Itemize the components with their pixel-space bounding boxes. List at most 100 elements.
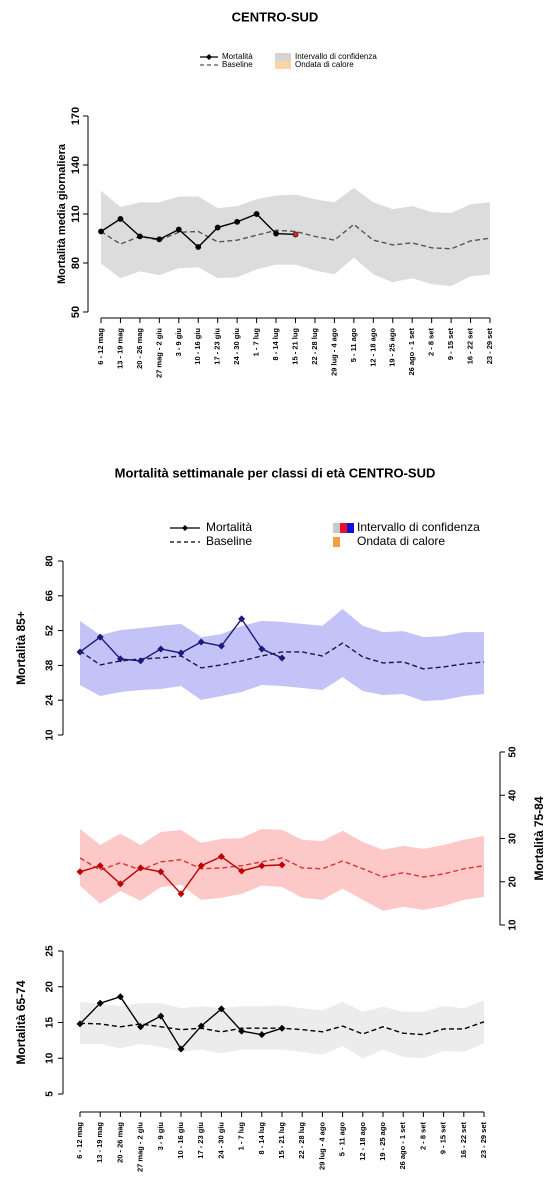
x-tick-label: 12 - 18 ago: [358, 1122, 367, 1161]
legend-label: Baseline: [222, 60, 253, 69]
legend-label: Ondata di calore: [295, 60, 354, 69]
legend-label: Intervallo di confidenza: [295, 52, 377, 61]
mortality-point: [217, 642, 225, 650]
y-tick-label: 24: [45, 694, 56, 706]
y-tick-label: 140: [70, 156, 82, 174]
y-tick-label: 110: [70, 205, 82, 223]
x-tick-label: 1 - 7 lug: [252, 328, 261, 357]
legend-label: Mortalità: [206, 520, 252, 534]
x-tick-label: 19 - 25 ago: [378, 1122, 387, 1161]
legend-swatch: [333, 537, 340, 547]
mortality-point: [238, 615, 246, 623]
mortality-point: [116, 655, 124, 663]
x-tick-label: 29 lug - 4 ago: [329, 328, 338, 376]
mortality-point: [136, 233, 143, 240]
mortality-point: [117, 215, 124, 222]
mortality-point: [258, 862, 266, 870]
x-tick-label: 3 - 9 giu: [156, 1122, 165, 1151]
x-tick-label: 16 - 22 set: [466, 328, 475, 365]
mortality-point: [137, 1023, 145, 1031]
mortality-point: [197, 638, 205, 646]
mortality-point: [214, 224, 221, 231]
y-tick-label: 10: [45, 729, 56, 741]
x-tick-label: 9 - 15 set: [446, 328, 455, 361]
legend-label: Intervallo di confidenza: [357, 520, 480, 534]
x-tick-label: 15 - 21 lug: [290, 328, 299, 365]
x-tick-label: 27 mag - 2 giu: [136, 1122, 145, 1172]
y-tick-label: 30: [508, 833, 519, 845]
mortality-point: [258, 1031, 266, 1039]
mortality-point: [217, 1005, 225, 1013]
mortality-point: [278, 1024, 286, 1032]
y-tick-label: 52: [45, 625, 56, 637]
y-axis-label: Mortalità media giornaliera: [56, 143, 68, 284]
baseline-line: [100, 223, 491, 250]
baseline-line: [79, 642, 485, 670]
x-tick-label: 10 - 16 giu: [176, 1122, 185, 1159]
x-tick-label: 2 - 8 set: [427, 328, 436, 356]
x-tick-label: 13 - 19 mag: [115, 328, 124, 369]
x-tick-label: 26 ago - 1 set: [407, 328, 416, 376]
y-tick-label: 10: [45, 1052, 56, 1064]
x-tick-label: 20 - 26 mag: [135, 328, 144, 369]
y-axis-label: Mortalità 75-84: [532, 796, 546, 880]
mortality-point: [273, 230, 279, 237]
x-tick-label: 22 - 28 lug: [297, 1122, 306, 1159]
mortality-point: [177, 1045, 185, 1053]
mortality-point: [116, 880, 124, 888]
baseline-line: [79, 857, 485, 878]
mortality-point: [157, 645, 165, 653]
chart-title: CENTRO-SUD: [232, 9, 319, 24]
x-tick-label: 1 - 7 lug: [237, 1122, 246, 1151]
mortality-point: [157, 868, 165, 876]
y-tick-label: 50: [508, 746, 519, 758]
x-tick-label: 2 - 8 set: [418, 1122, 427, 1150]
mortality-point: [278, 654, 286, 662]
mortality-point: [96, 862, 104, 870]
y-tick-label: 80: [70, 257, 82, 269]
y-tick-label: 40: [508, 789, 519, 801]
chart-title: Mortalità settimanale per classi di età …: [115, 465, 436, 480]
legend-swatch: [340, 523, 347, 533]
x-tick-label: 24 - 30 giu: [232, 328, 241, 365]
x-tick-label: 10 - 16 giu: [193, 328, 202, 365]
mortality-point: [234, 218, 241, 225]
y-tick-label: 38: [45, 659, 56, 671]
mortality-point: [96, 999, 104, 1007]
mortality-point: [137, 657, 145, 665]
y-tick-label: 5: [45, 1091, 56, 1097]
x-tick-label: 24 - 30 giu: [216, 1122, 225, 1159]
mortality-point: [238, 1027, 246, 1035]
y-tick-label: 20: [508, 876, 519, 888]
x-tick-label: 5 - 11 ago: [338, 1122, 347, 1157]
mortality-point: [278, 861, 286, 869]
mortality-point: [195, 244, 202, 250]
confidence-band: [80, 828, 484, 911]
y-tick-label: 10: [508, 919, 519, 931]
mortality-point: [157, 1012, 165, 1020]
x-tick-label: 13 - 19 mag: [95, 1122, 104, 1163]
mortality-point: [76, 868, 84, 876]
x-tick-label: 5 - 11 ago: [349, 328, 358, 363]
y-tick-label: 50: [70, 306, 82, 318]
x-tick-label: 20 - 26 mag: [115, 1122, 124, 1163]
y-tick-label: 80: [45, 555, 56, 567]
mortality-point: [292, 231, 299, 238]
x-tick-label: 23 - 29 set: [479, 1122, 488, 1159]
mortality-point: [253, 211, 260, 217]
x-tick-label: 26 ago - 1 set: [398, 1122, 407, 1170]
legend-label: Mortalità: [222, 52, 253, 61]
legend-swatch: [347, 523, 354, 533]
y-tick-label: 25: [45, 945, 56, 957]
mortality-point: [177, 649, 185, 657]
mortality-point: [197, 1022, 205, 1030]
x-tick-label: 19 - 25 ago: [388, 328, 397, 367]
y-tick-label: 66: [45, 590, 56, 602]
legend-swatch: [333, 523, 340, 533]
legend-swatch: [275, 53, 291, 61]
mortality-point: [175, 226, 182, 233]
y-tick-label: 20: [45, 981, 56, 993]
x-tick-label: 17 - 23 giu: [213, 328, 222, 365]
x-tick-label: 6 - 12 mag: [96, 328, 105, 365]
